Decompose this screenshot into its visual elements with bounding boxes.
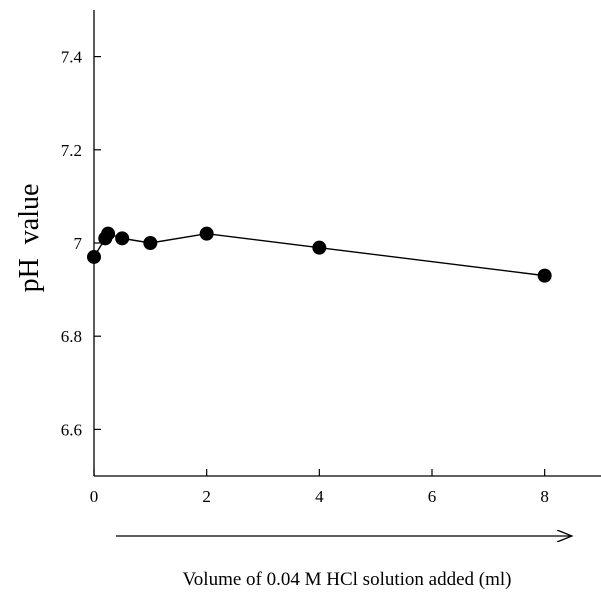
- y-ticks: 6.6 6.8 7 7.2 7.4: [61, 48, 101, 439]
- data-point: [312, 240, 327, 255]
- data-point: [101, 226, 116, 241]
- x-axis-title: Volume of 0.04 M HCl solution added (ml): [183, 569, 512, 590]
- x-tick-label: 4: [315, 487, 324, 506]
- y-axis-title: pH value: [14, 184, 45, 293]
- y-tick-label: 7.4: [61, 48, 83, 67]
- y-tick-label: 7: [74, 234, 83, 253]
- y-tick-label: 6.8: [61, 327, 82, 346]
- data-points: [87, 226, 552, 283]
- data-point: [143, 236, 158, 250]
- data-point: [87, 249, 101, 264]
- plot-frame: [93, 10, 601, 477]
- y-tick-label: 6.6: [61, 420, 82, 439]
- data-point: [537, 268, 552, 283]
- data-point: [199, 226, 214, 241]
- x-tick-label: 6: [428, 487, 437, 506]
- x-ticks: 0 2 4 6 8: [90, 469, 549, 506]
- x-tick-label: 2: [202, 487, 211, 506]
- data-point: [115, 231, 130, 246]
- y-tick-label: 7.2: [61, 141, 82, 160]
- x-tick-label: 0: [90, 487, 99, 506]
- x-tick-label: 8: [540, 487, 549, 506]
